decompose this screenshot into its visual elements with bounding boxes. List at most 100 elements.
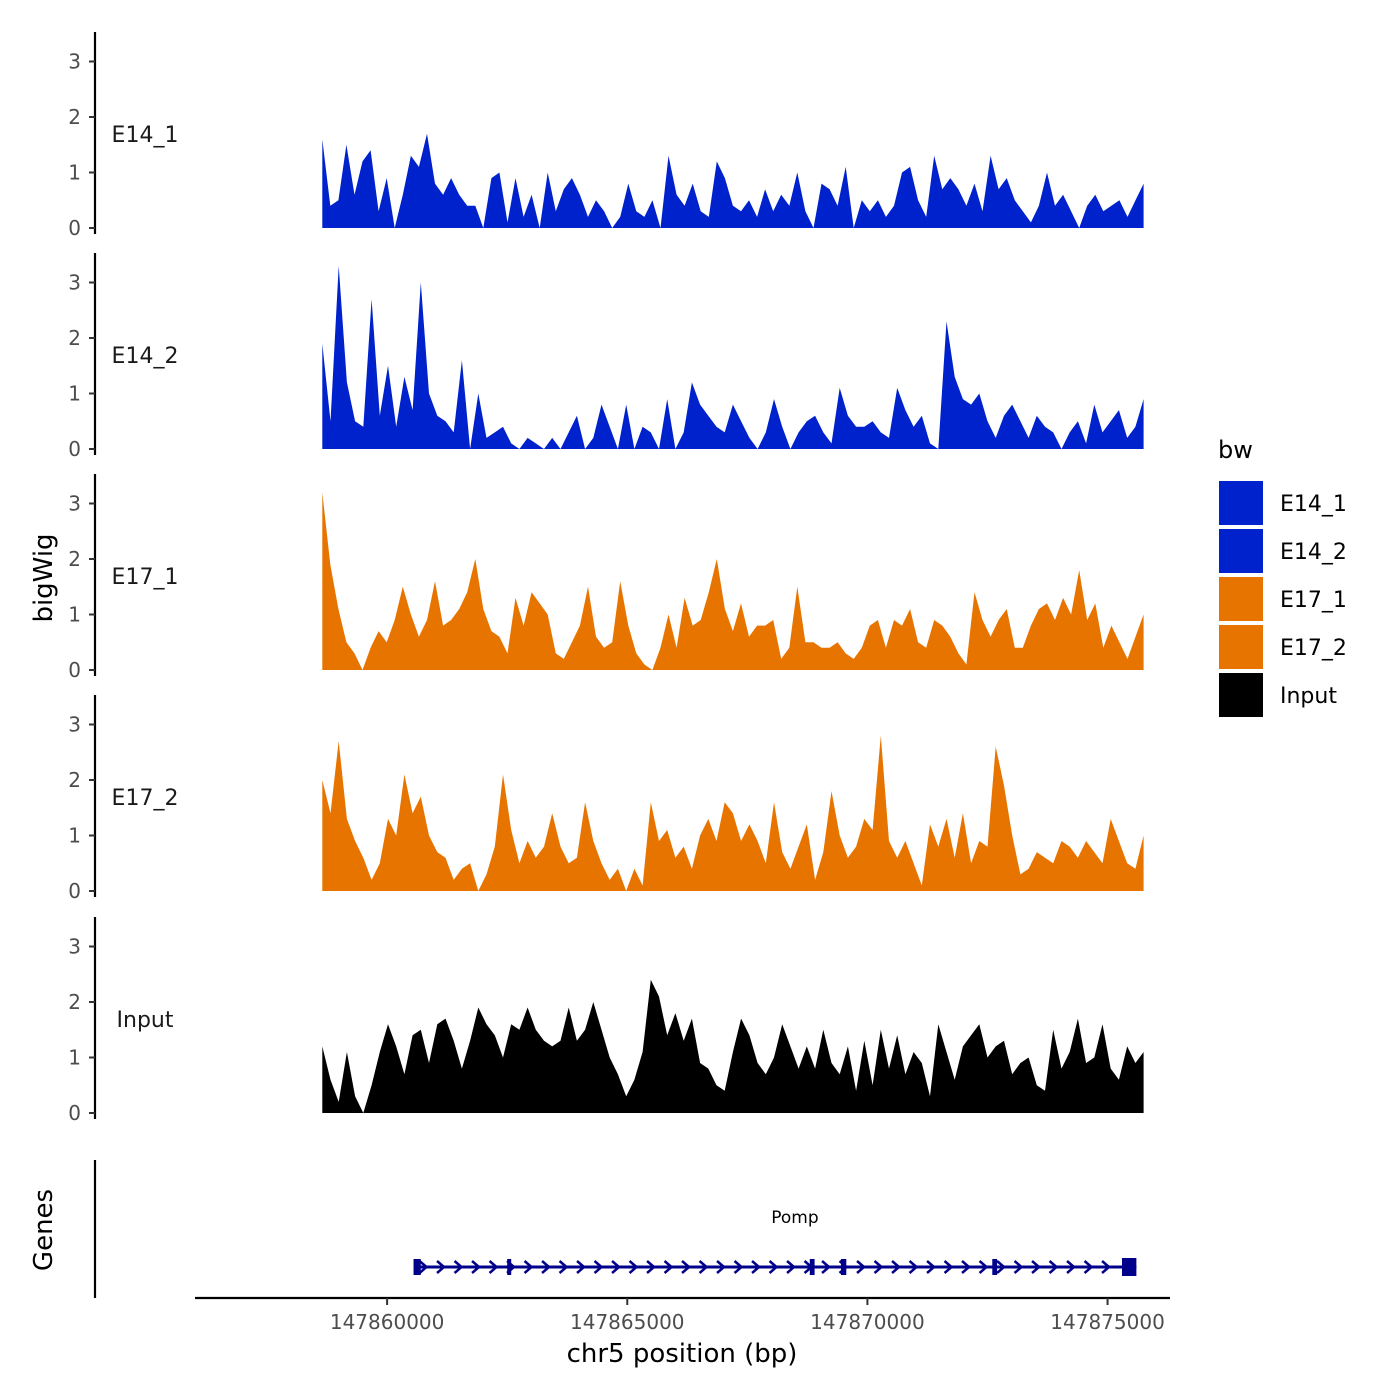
x-axis: 147860000 147865000 147870000 147875000 <box>195 1296 1170 1334</box>
exon <box>992 1259 998 1275</box>
panel-input: 0 1 2 3 Input <box>68 917 1144 1125</box>
legend-swatch-e17-1 <box>1219 577 1263 621</box>
panel-label: E17_2 <box>112 786 179 811</box>
strand-arrow <box>1013 1260 1024 1274</box>
x-tick-label: 147865000 <box>570 1310 685 1334</box>
strand-arrow <box>698 1260 709 1274</box>
strand-arrow <box>418 1260 429 1274</box>
y-tick-label: 3 <box>68 713 81 737</box>
exon <box>1121 1258 1137 1276</box>
exon <box>840 1259 847 1275</box>
coverage-panels: 0 1 2 3 E14_1 0 1 2 3 E14_2 0 1 2 3 E17_1 0 1 2 3 E17_2 0 1 2 3… <box>68 32 1144 1125</box>
strand-arrow <box>576 1260 586 1274</box>
strand-arrow <box>996 1260 1006 1274</box>
exon <box>413 1259 421 1275</box>
x-tick-label: 147870000 <box>810 1310 925 1334</box>
legend-title: bw <box>1218 436 1253 464</box>
strand-arrow <box>1066 1260 1076 1274</box>
strand-arrow <box>943 1260 954 1274</box>
strand-arrow <box>768 1260 779 1274</box>
x-axis-title: chr5 position (bp) <box>567 1339 798 1369</box>
strand-arrow <box>716 1260 726 1274</box>
x-tick-label: 147860000 <box>330 1310 445 1334</box>
y-tick-label: 2 <box>68 105 81 129</box>
strand-arrow <box>821 1260 831 1274</box>
y-tick-label: 2 <box>68 990 81 1014</box>
panel-e17-1: 0 1 2 3 E17_1 <box>68 474 1144 682</box>
strand-arrow <box>523 1260 534 1274</box>
gene-track: Pomp <box>93 1160 1137 1298</box>
strand-arrow <box>856 1260 866 1274</box>
panel-label: E17_1 <box>112 565 179 590</box>
strand-arrow <box>558 1260 569 1274</box>
strand-arrow <box>961 1260 971 1274</box>
strand-arrow <box>541 1260 551 1274</box>
legend-label: E17_1 <box>1280 588 1347 613</box>
legend-label: E14_2 <box>1280 540 1347 565</box>
y-tick-label: 2 <box>68 326 81 350</box>
strand-arrow <box>1101 1260 1111 1274</box>
coverage-area <box>322 265 1144 449</box>
strand-arrow <box>978 1260 989 1274</box>
y-tick-label: 0 <box>68 658 81 682</box>
y-tick-label: 3 <box>68 271 81 295</box>
strand-arrow <box>663 1260 674 1274</box>
legend-label: E17_2 <box>1280 636 1347 661</box>
strand-arrow <box>751 1260 761 1274</box>
coverage-area <box>322 133 1144 228</box>
y-tick-label: 1 <box>68 824 81 848</box>
y-tick-label: 1 <box>68 382 81 406</box>
exon <box>507 1259 512 1275</box>
legend-label: E14_1 <box>1280 492 1347 517</box>
strand-arrow <box>436 1260 446 1274</box>
coverage-area <box>322 492 1144 670</box>
x-tick-label: 147875000 <box>1050 1310 1165 1334</box>
legend-swatch-e17-2 <box>1219 625 1263 669</box>
strand-arrow <box>681 1260 691 1274</box>
strand-arrow <box>873 1260 884 1274</box>
y-tick-label: 3 <box>68 492 81 516</box>
y-tick-label: 2 <box>68 547 81 571</box>
y-tick-label: 0 <box>68 437 81 461</box>
panel-e14-1: 0 1 2 3 E14_1 <box>68 32 1144 240</box>
strand-arrow <box>1048 1260 1059 1274</box>
strand-arrow <box>908 1260 919 1274</box>
y-tick-label: 1 <box>68 1046 81 1070</box>
strand-arrow <box>891 1260 901 1274</box>
y-tick-label: 0 <box>68 879 81 903</box>
strand-arrow <box>926 1260 936 1274</box>
strand-arrow <box>646 1260 656 1274</box>
strand-arrow <box>593 1260 604 1274</box>
exon <box>809 1259 815 1275</box>
strand-arrow <box>1083 1260 1094 1274</box>
strand-arrow <box>488 1260 499 1274</box>
panel-label: Input <box>117 1008 174 1033</box>
y-tick-label: 3 <box>68 50 81 74</box>
strand-arrow <box>628 1260 639 1274</box>
panel-label: E14_1 <box>112 123 179 148</box>
strand-arrow <box>733 1260 744 1274</box>
strand-arrow <box>786 1260 796 1274</box>
y-tick-label: 2 <box>68 768 81 792</box>
panel-e17-2: 0 1 2 3 E17_2 <box>68 695 1144 903</box>
y-tick-label: 0 <box>68 1101 81 1125</box>
strand-arrow <box>611 1260 621 1274</box>
y-tick-label: 1 <box>68 161 81 185</box>
legend-label: Input <box>1280 684 1337 709</box>
legend-swatch-e14-1 <box>1219 481 1263 525</box>
panel-e14-2: 0 1 2 3 E14_2 <box>68 253 1144 461</box>
legend: bw E14_1 E14_2 E17_1 E17_2 Input <box>1218 436 1347 717</box>
legend-swatch-e14-2 <box>1219 529 1263 573</box>
panel-label: E14_2 <box>112 344 179 369</box>
coverage-area <box>322 979 1144 1113</box>
genes-axis-title: Genes <box>29 1189 59 1271</box>
y-tick-label: 1 <box>68 603 81 627</box>
gene-label: Pomp <box>771 1208 818 1228</box>
strand-arrow <box>471 1260 481 1274</box>
gene-pomp: Pomp <box>413 1208 1137 1276</box>
y-tick-label: 3 <box>68 935 81 959</box>
coverage-area <box>322 735 1144 891</box>
strand-arrow <box>453 1260 464 1274</box>
